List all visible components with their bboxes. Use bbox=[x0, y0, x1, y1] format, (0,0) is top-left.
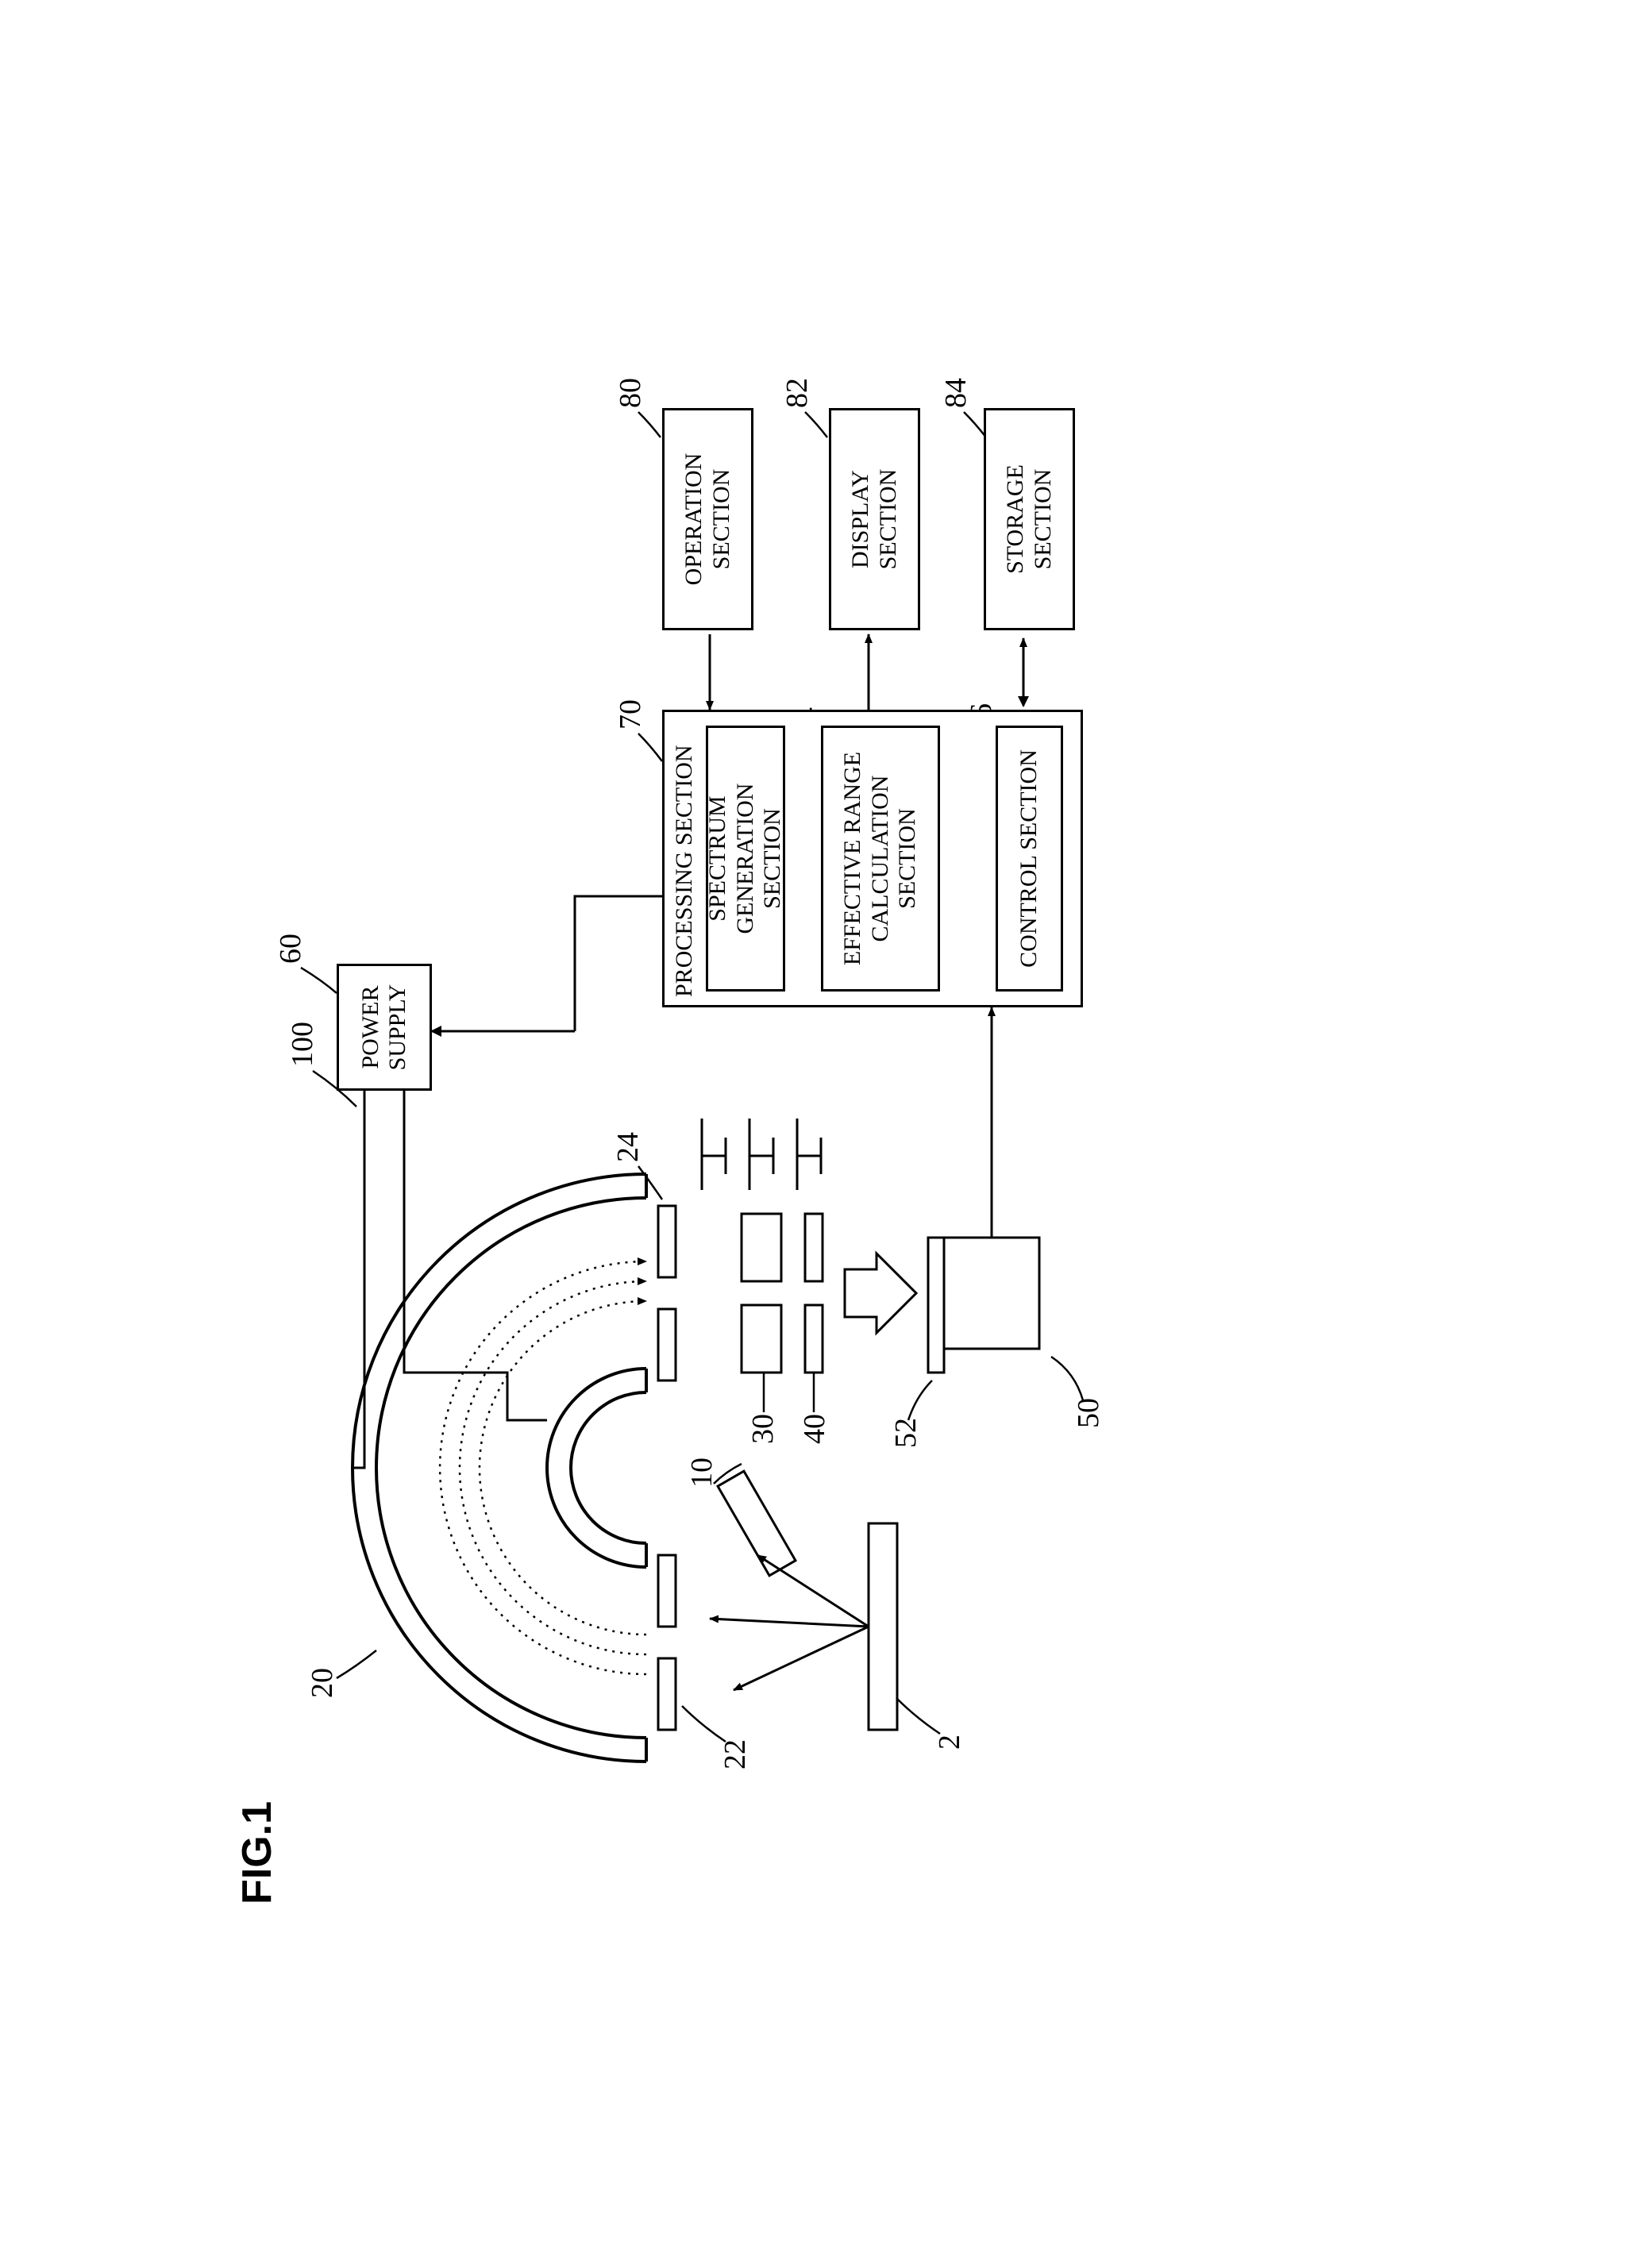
figure-label: FIG.1 bbox=[233, 1800, 281, 1904]
ref-30: 30 bbox=[746, 1414, 780, 1444]
analyzer bbox=[353, 1174, 646, 1762]
source bbox=[718, 1471, 796, 1576]
flow-arrow-icon bbox=[845, 1253, 916, 1333]
lens-element-40 bbox=[805, 1214, 823, 1373]
ref-40: 40 bbox=[797, 1414, 832, 1444]
spectrum-generation-block: SPECTRUM GENERATION SECTION bbox=[706, 726, 785, 992]
ref-80: 80 bbox=[613, 378, 648, 408]
ref-24: 24 bbox=[611, 1132, 645, 1162]
ref-82: 82 bbox=[780, 378, 815, 408]
ref-50: 50 bbox=[1071, 1398, 1106, 1428]
ref-84: 84 bbox=[938, 378, 973, 408]
ref-22: 22 bbox=[718, 1739, 753, 1769]
ref-2: 2 bbox=[932, 1735, 967, 1750]
sample bbox=[869, 1523, 897, 1730]
storage-section-block: STORAGE SECTION bbox=[984, 408, 1075, 630]
diagram-svg bbox=[218, 341, 1408, 1928]
power-supply-block: POWER SUPPLY bbox=[337, 964, 432, 1091]
control-section-block: CONTROL SECTION bbox=[996, 726, 1063, 992]
operation-section-block: OPERATION SECTION bbox=[662, 408, 753, 630]
figure-1: FIG.1 bbox=[218, 341, 1408, 1928]
exit-slit bbox=[658, 1206, 676, 1380]
ref-100: 100 bbox=[285, 1022, 320, 1067]
detector bbox=[908, 1238, 1083, 1420]
ref-52: 52 bbox=[888, 1418, 923, 1448]
ref-70: 70 bbox=[613, 699, 648, 730]
processing-section-label: PROCESSING SECTION bbox=[671, 745, 699, 997]
io-arrows bbox=[710, 634, 1023, 710]
effective-range-block: EFFECTIVE RANGE CALCULATION SECTION bbox=[821, 726, 940, 992]
emission-arrows bbox=[710, 1555, 869, 1690]
grid-electrodes bbox=[702, 1119, 821, 1190]
lens-element-30 bbox=[742, 1214, 781, 1373]
ref-60: 60 bbox=[273, 934, 308, 964]
display-section-block: DISPLAY SECTION bbox=[829, 408, 920, 630]
ref-10: 10 bbox=[684, 1457, 719, 1488]
entrance-slit bbox=[658, 1555, 676, 1730]
ref-20: 20 bbox=[305, 1668, 340, 1698]
